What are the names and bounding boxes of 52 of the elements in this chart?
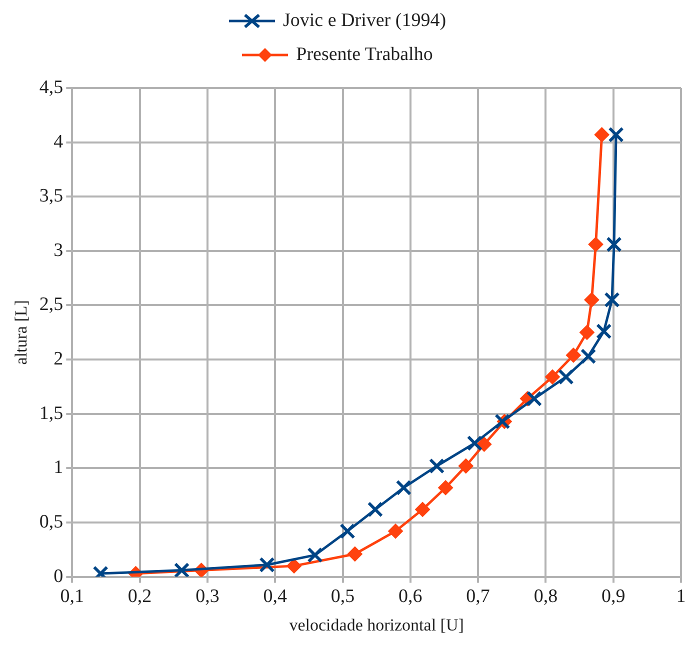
x-tick-label: 0,1 xyxy=(60,586,84,608)
point xyxy=(558,369,574,385)
y-tick-label: 4 xyxy=(54,131,64,152)
point xyxy=(259,556,275,573)
y-tick-label: 2 xyxy=(54,348,64,370)
y-tick-label: 2,5 xyxy=(39,294,64,316)
point xyxy=(340,523,356,540)
point xyxy=(428,458,445,474)
x-tick-label: 0,8 xyxy=(534,586,558,608)
x-tick-label: 1 xyxy=(676,586,686,608)
x-tick-label: 0,3 xyxy=(196,586,220,608)
x-tick-label: 0,6 xyxy=(398,586,422,608)
legend-label: Presente Trabalho xyxy=(296,44,433,66)
point xyxy=(594,127,610,142)
point xyxy=(388,524,404,539)
x-tick-label: 0,5 xyxy=(330,586,355,608)
x-tick-label: 0,4 xyxy=(263,586,288,608)
legend-label: Jovic e Driver (1994) xyxy=(282,10,446,32)
point xyxy=(608,126,624,143)
point xyxy=(604,292,620,308)
y-tick-label: 3,5 xyxy=(39,186,64,207)
x-tick-label: 0,7 xyxy=(466,586,490,608)
x-axis-title: velocidade horizontal [U] xyxy=(289,615,464,634)
y-tick-label: 1 xyxy=(54,457,64,478)
y-axis-title: altura [L] xyxy=(12,300,31,365)
point xyxy=(367,502,384,518)
y-tick-label: 0,5 xyxy=(39,511,64,532)
point xyxy=(415,502,430,517)
y-tick-label: 0 xyxy=(54,566,64,587)
point xyxy=(307,547,323,563)
point xyxy=(579,324,594,340)
x-tick-label: 0,9 xyxy=(601,586,626,608)
y-tick-label: 1,5 xyxy=(39,402,64,424)
point xyxy=(606,236,622,252)
point xyxy=(588,236,604,252)
point xyxy=(580,348,596,364)
y-tick-label: 4,5 xyxy=(39,76,64,98)
point xyxy=(526,390,542,407)
point xyxy=(584,292,600,308)
point xyxy=(476,436,492,452)
point xyxy=(174,562,190,577)
point xyxy=(466,435,483,452)
point xyxy=(544,369,560,384)
point xyxy=(566,348,581,363)
x-tick-label: 0,2 xyxy=(128,586,152,608)
point xyxy=(458,458,474,474)
y-tick-label: 3 xyxy=(54,240,64,261)
point xyxy=(438,480,454,496)
point xyxy=(347,546,362,562)
point xyxy=(396,480,412,496)
point xyxy=(596,323,612,340)
point xyxy=(286,558,302,574)
